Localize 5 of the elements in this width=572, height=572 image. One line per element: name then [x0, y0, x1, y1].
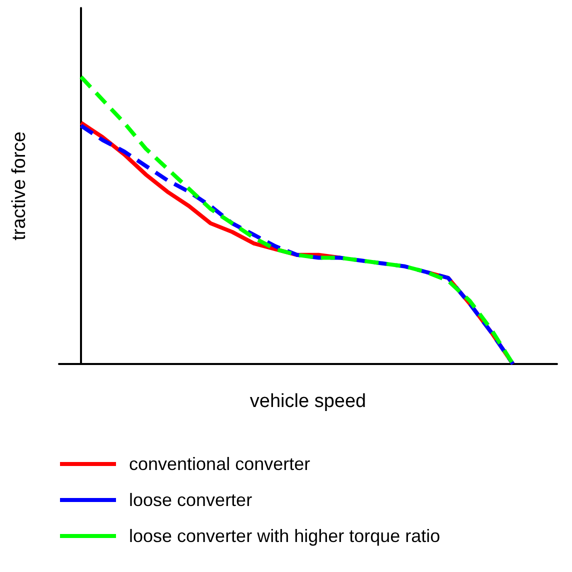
legend-label: conventional converter: [129, 454, 310, 474]
x-axis-title: vehicle speed: [250, 391, 366, 412]
legend-label: loose converter: [129, 490, 252, 510]
y-axis-title: tractive force: [9, 132, 30, 240]
legend-label: loose converter with higher torque ratio: [129, 526, 440, 546]
